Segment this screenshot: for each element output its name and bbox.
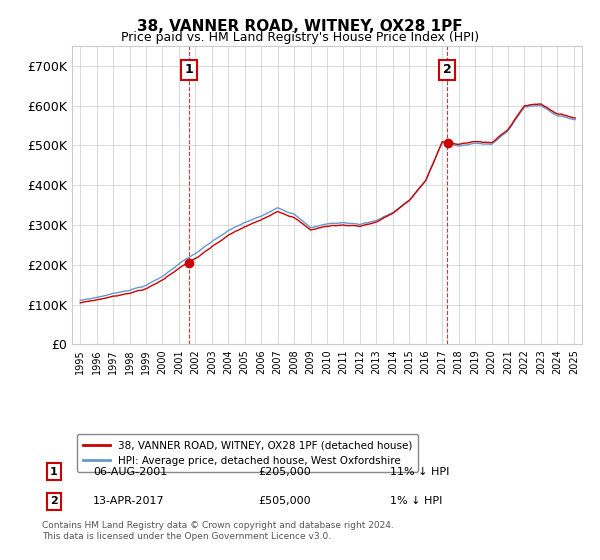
Text: 38, VANNER ROAD, WITNEY, OX28 1PF: 38, VANNER ROAD, WITNEY, OX28 1PF — [137, 19, 463, 34]
Text: 13-APR-2017: 13-APR-2017 — [93, 496, 164, 506]
Legend: 38, VANNER ROAD, WITNEY, OX28 1PF (detached house), HPI: Average price, detached: 38, VANNER ROAD, WITNEY, OX28 1PF (detac… — [77, 435, 418, 472]
Text: Price paid vs. HM Land Registry's House Price Index (HPI): Price paid vs. HM Land Registry's House … — [121, 31, 479, 44]
Text: 1% ↓ HPI: 1% ↓ HPI — [390, 496, 442, 506]
Text: £505,000: £505,000 — [258, 496, 311, 506]
Text: 1: 1 — [50, 466, 58, 477]
Text: 2: 2 — [50, 496, 58, 506]
Text: £205,000: £205,000 — [258, 466, 311, 477]
Text: 06-AUG-2001: 06-AUG-2001 — [93, 466, 167, 477]
Text: Contains HM Land Registry data © Crown copyright and database right 2024.
This d: Contains HM Land Registry data © Crown c… — [42, 521, 394, 540]
Text: 11% ↓ HPI: 11% ↓ HPI — [390, 466, 449, 477]
Text: 1: 1 — [184, 63, 193, 76]
Text: 2: 2 — [443, 63, 451, 76]
